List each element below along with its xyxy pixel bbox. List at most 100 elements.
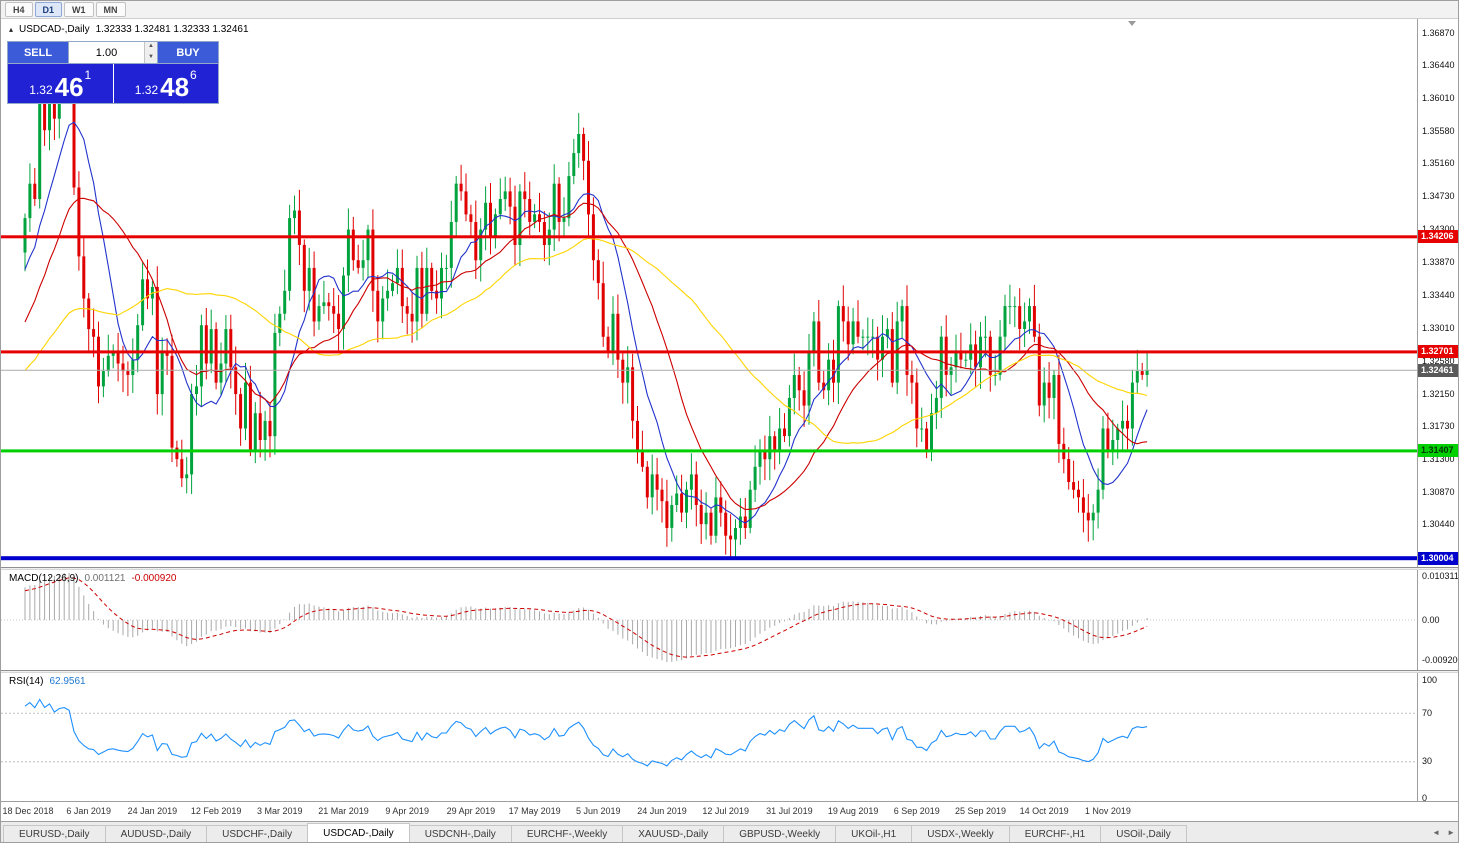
- rsi-title: RSI(14): [9, 676, 44, 687]
- ma-line-21: [24, 197, 1148, 511]
- chart-tab[interactable]: USDCNH-,Daily: [408, 825, 512, 842]
- price-tick: 1.34300: [1422, 224, 1455, 235]
- timeframe-button-h4[interactable]: H4: [5, 2, 33, 17]
- price-level-tag: 1.32461: [1418, 363, 1458, 377]
- price-tick: 1.33440: [1422, 289, 1455, 300]
- buy-price-display[interactable]: 1.32 48 6: [113, 64, 218, 103]
- buy-price-small: 1.32: [134, 83, 159, 97]
- chart-tab[interactable]: USDCHF-,Daily: [206, 825, 309, 842]
- date-axis[interactable]: 18 Dec 2018 6 Jan 2019 24 Jan 2019 12 Feb 2…: [1, 802, 1417, 821]
- price-tick: 1.30870: [1422, 486, 1455, 497]
- date-label: 5 Jun 2019: [576, 806, 621, 816]
- timeframe-toolbar: H4 D1 W1 MN: [1, 1, 1458, 19]
- date-label: 9 Apr 2019: [385, 806, 429, 816]
- chart-tab[interactable]: USDCAD-,Daily: [307, 823, 410, 842]
- price-tick: 1.32580: [1422, 355, 1455, 366]
- price-level-tag: 1.31407: [1418, 444, 1458, 458]
- date-label: 31 Jul 2019: [766, 806, 813, 816]
- price-tick: 1.35160: [1422, 158, 1455, 169]
- chart-tab[interactable]: EURCHF-,H1: [1008, 825, 1102, 842]
- ma-line-10: [24, 121, 1148, 524]
- price-tick: 1.31300: [1422, 453, 1455, 464]
- hline-1.31407: [1, 449, 1417, 453]
- chart-ohlc-values: 1.32333 1.32481 1.32333 1.32461: [95, 24, 249, 35]
- chart-tab[interactable]: EURUSD-,Daily: [3, 825, 106, 842]
- chart-tab[interactable]: USDX-,Weekly: [911, 825, 1010, 842]
- price-tick: 1.35580: [1422, 126, 1455, 137]
- rsi-axis-label: 30: [1422, 756, 1433, 767]
- buy-button[interactable]: BUY: [158, 42, 218, 63]
- chart-tab[interactable]: GBPUSD-,Weekly: [723, 825, 837, 842]
- date-label: 19 Aug 2019: [827, 806, 879, 816]
- price-tick: 1.30440: [1422, 519, 1455, 530]
- date-label: 24 Jan 2019: [127, 806, 178, 816]
- chart-tab[interactable]: UKOil-,H1: [835, 825, 913, 842]
- one-click-trading-panel: SELL ▲ ▼ BUY 1.32 46 1 1.32 48 6: [7, 41, 219, 104]
- sell-button[interactable]: SELL: [8, 42, 68, 63]
- hline-1.30004: [1, 556, 1417, 561]
- date-label: 29 Apr 2019: [446, 806, 496, 816]
- volume-spin-down-icon[interactable]: ▼: [145, 52, 157, 63]
- buy-price-sup: 6: [190, 68, 197, 82]
- rsi-header: RSI(14) 62.9561: [9, 676, 86, 687]
- date-label: 6 Jan 2019: [66, 806, 111, 816]
- price-axis[interactable]: 1.36870 1.36440 1.36010 1.35580 1.35160 1.347…: [1417, 19, 1459, 803]
- date-label: 17 May 2019: [508, 806, 561, 816]
- sell-price-display[interactable]: 1.32 46 1: [8, 64, 113, 103]
- tab-scroll-right-icon[interactable]: ►: [1447, 828, 1455, 837]
- price-tick: 1.32150: [1422, 388, 1455, 399]
- date-label: 3 Mar 2019: [257, 806, 303, 816]
- timeframe-button-d1[interactable]: D1: [34, 2, 63, 17]
- date-label: 24 Jun 2019: [637, 806, 687, 816]
- rsi-line: [24, 698, 1148, 767]
- macd-axis-label: 0.00: [1422, 614, 1440, 625]
- date-label: 21 Mar 2019: [318, 806, 369, 816]
- chart-tab[interactable]: AUDUSD-,Daily: [104, 825, 208, 842]
- rsi-axis-label: 70: [1422, 707, 1433, 718]
- volume-input[interactable]: [69, 42, 144, 63]
- price-tick: 1.33010: [1422, 322, 1455, 333]
- date-label: 25 Sep 2019: [954, 806, 1007, 816]
- price-level-tag: 1.30004: [1418, 551, 1458, 565]
- volume-spin-up-icon[interactable]: ▲: [145, 42, 157, 53]
- price-tick: 1.36010: [1422, 93, 1455, 104]
- price-tick: 1.34730: [1422, 191, 1455, 202]
- date-label: 12 Jul 2019: [702, 806, 749, 816]
- timeframe-button-mn[interactable]: MN: [95, 2, 126, 17]
- chart-canvas[interactable]: [1, 19, 1459, 801]
- macd-main-value: 0.001121: [84, 573, 126, 584]
- price-tick: 1.33870: [1422, 257, 1455, 267]
- date-label: 12 Feb 2019: [190, 806, 242, 816]
- rsi-axis-label: 0: [1422, 792, 1428, 803]
- pane-splitter-rsi[interactable]: [1, 670, 1458, 673]
- chart-shift-marker-icon: [1128, 21, 1136, 26]
- timeframe-button-w1[interactable]: W1: [64, 2, 94, 17]
- macd-axis-label: 0.010311: [1422, 571, 1459, 581]
- volume-spinner: ▲ ▼: [144, 42, 157, 63]
- macd-signal-value: -0.000920: [131, 573, 177, 584]
- chart-tab[interactable]: USOil-,Daily: [1100, 825, 1187, 842]
- sell-price-big: 46: [54, 72, 84, 102]
- chart-tab[interactable]: XAUUSD-,Daily: [622, 825, 725, 842]
- one-click-collapse-icon[interactable]: ▴: [9, 25, 14, 34]
- buy-price-big: 48: [160, 72, 190, 102]
- hline-1.34206: [1, 235, 1417, 239]
- pane-splitter-macd[interactable]: [1, 567, 1458, 570]
- sell-price-small: 1.32: [29, 83, 53, 97]
- candlestick-series: [23, 43, 1149, 557]
- price-tick: 1.31730: [1422, 420, 1455, 431]
- tab-scroll-left-icon[interactable]: ◄: [1432, 828, 1441, 837]
- macd-title: MACD(12,26,9): [9, 573, 79, 584]
- date-label: 1 Nov 2019: [1084, 806, 1131, 816]
- price-tick: 1.36440: [1422, 60, 1455, 71]
- ma-line-50: [24, 237, 1148, 444]
- date-label: 6 Sep 2019: [893, 806, 940, 816]
- rsi-axis-label: 100: [1422, 675, 1438, 685]
- tab-scroll-controls: ◄ ►: [1432, 828, 1455, 837]
- chart-tab[interactable]: EURCHF-,Weekly: [510, 825, 624, 842]
- price-tick: 1.36870: [1422, 27, 1455, 38]
- sell-price-sup: 1: [84, 68, 92, 82]
- chart-tab-bar: EURUSD-,Daily AUDUSD-,Daily USDCHF-,Daily U…: [1, 821, 1458, 842]
- volume-field: ▲ ▼: [68, 42, 158, 63]
